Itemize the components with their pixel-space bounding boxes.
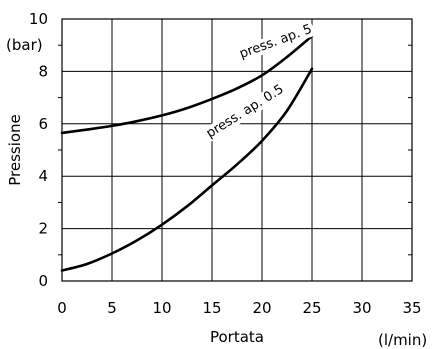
y-tick-label: 10 [29,10,48,28]
x-tick-label: 15 [202,299,221,317]
y-unit-label: (bar) [6,36,43,54]
y-tick-label: 6 [38,115,48,133]
minor-ticks [58,44,412,256]
x-unit-label: (l/min) [378,331,427,349]
y-tick-labels: 0 2 4 6 8 10 [29,10,48,290]
x-tick-label: 20 [252,299,271,317]
x-tick-label: 30 [352,299,371,317]
series-line-1 [60,34,314,135]
y-tick-label: 0 [38,272,48,290]
series-label: press. ap. 0.5 [204,82,287,142]
x-tick-label: 10 [152,299,171,317]
grid [62,19,412,281]
series-line-2 [60,67,314,272]
x-tick-label: 5 [107,299,117,317]
series-label-background [202,80,289,143]
y-axis-label: Pressione [6,114,24,186]
plot-frame [61,18,413,282]
x-axis-label: Portata [210,328,264,346]
series [60,34,314,272]
y-tick-label: 2 [38,220,48,238]
y-tick-label: 4 [38,167,48,185]
series-label-background [235,21,316,63]
series-label-group: press. ap. 0.5 [202,80,289,143]
x-tick-label: 25 [302,299,321,317]
x-tick-label: 0 [57,299,67,317]
x-tick-label: 35 [402,299,421,317]
y-tick-label: 8 [38,62,48,80]
series-label: press. ap. 5 [238,22,314,62]
x-tick-labels: 0 5 10 15 20 25 30 35 [57,299,421,317]
